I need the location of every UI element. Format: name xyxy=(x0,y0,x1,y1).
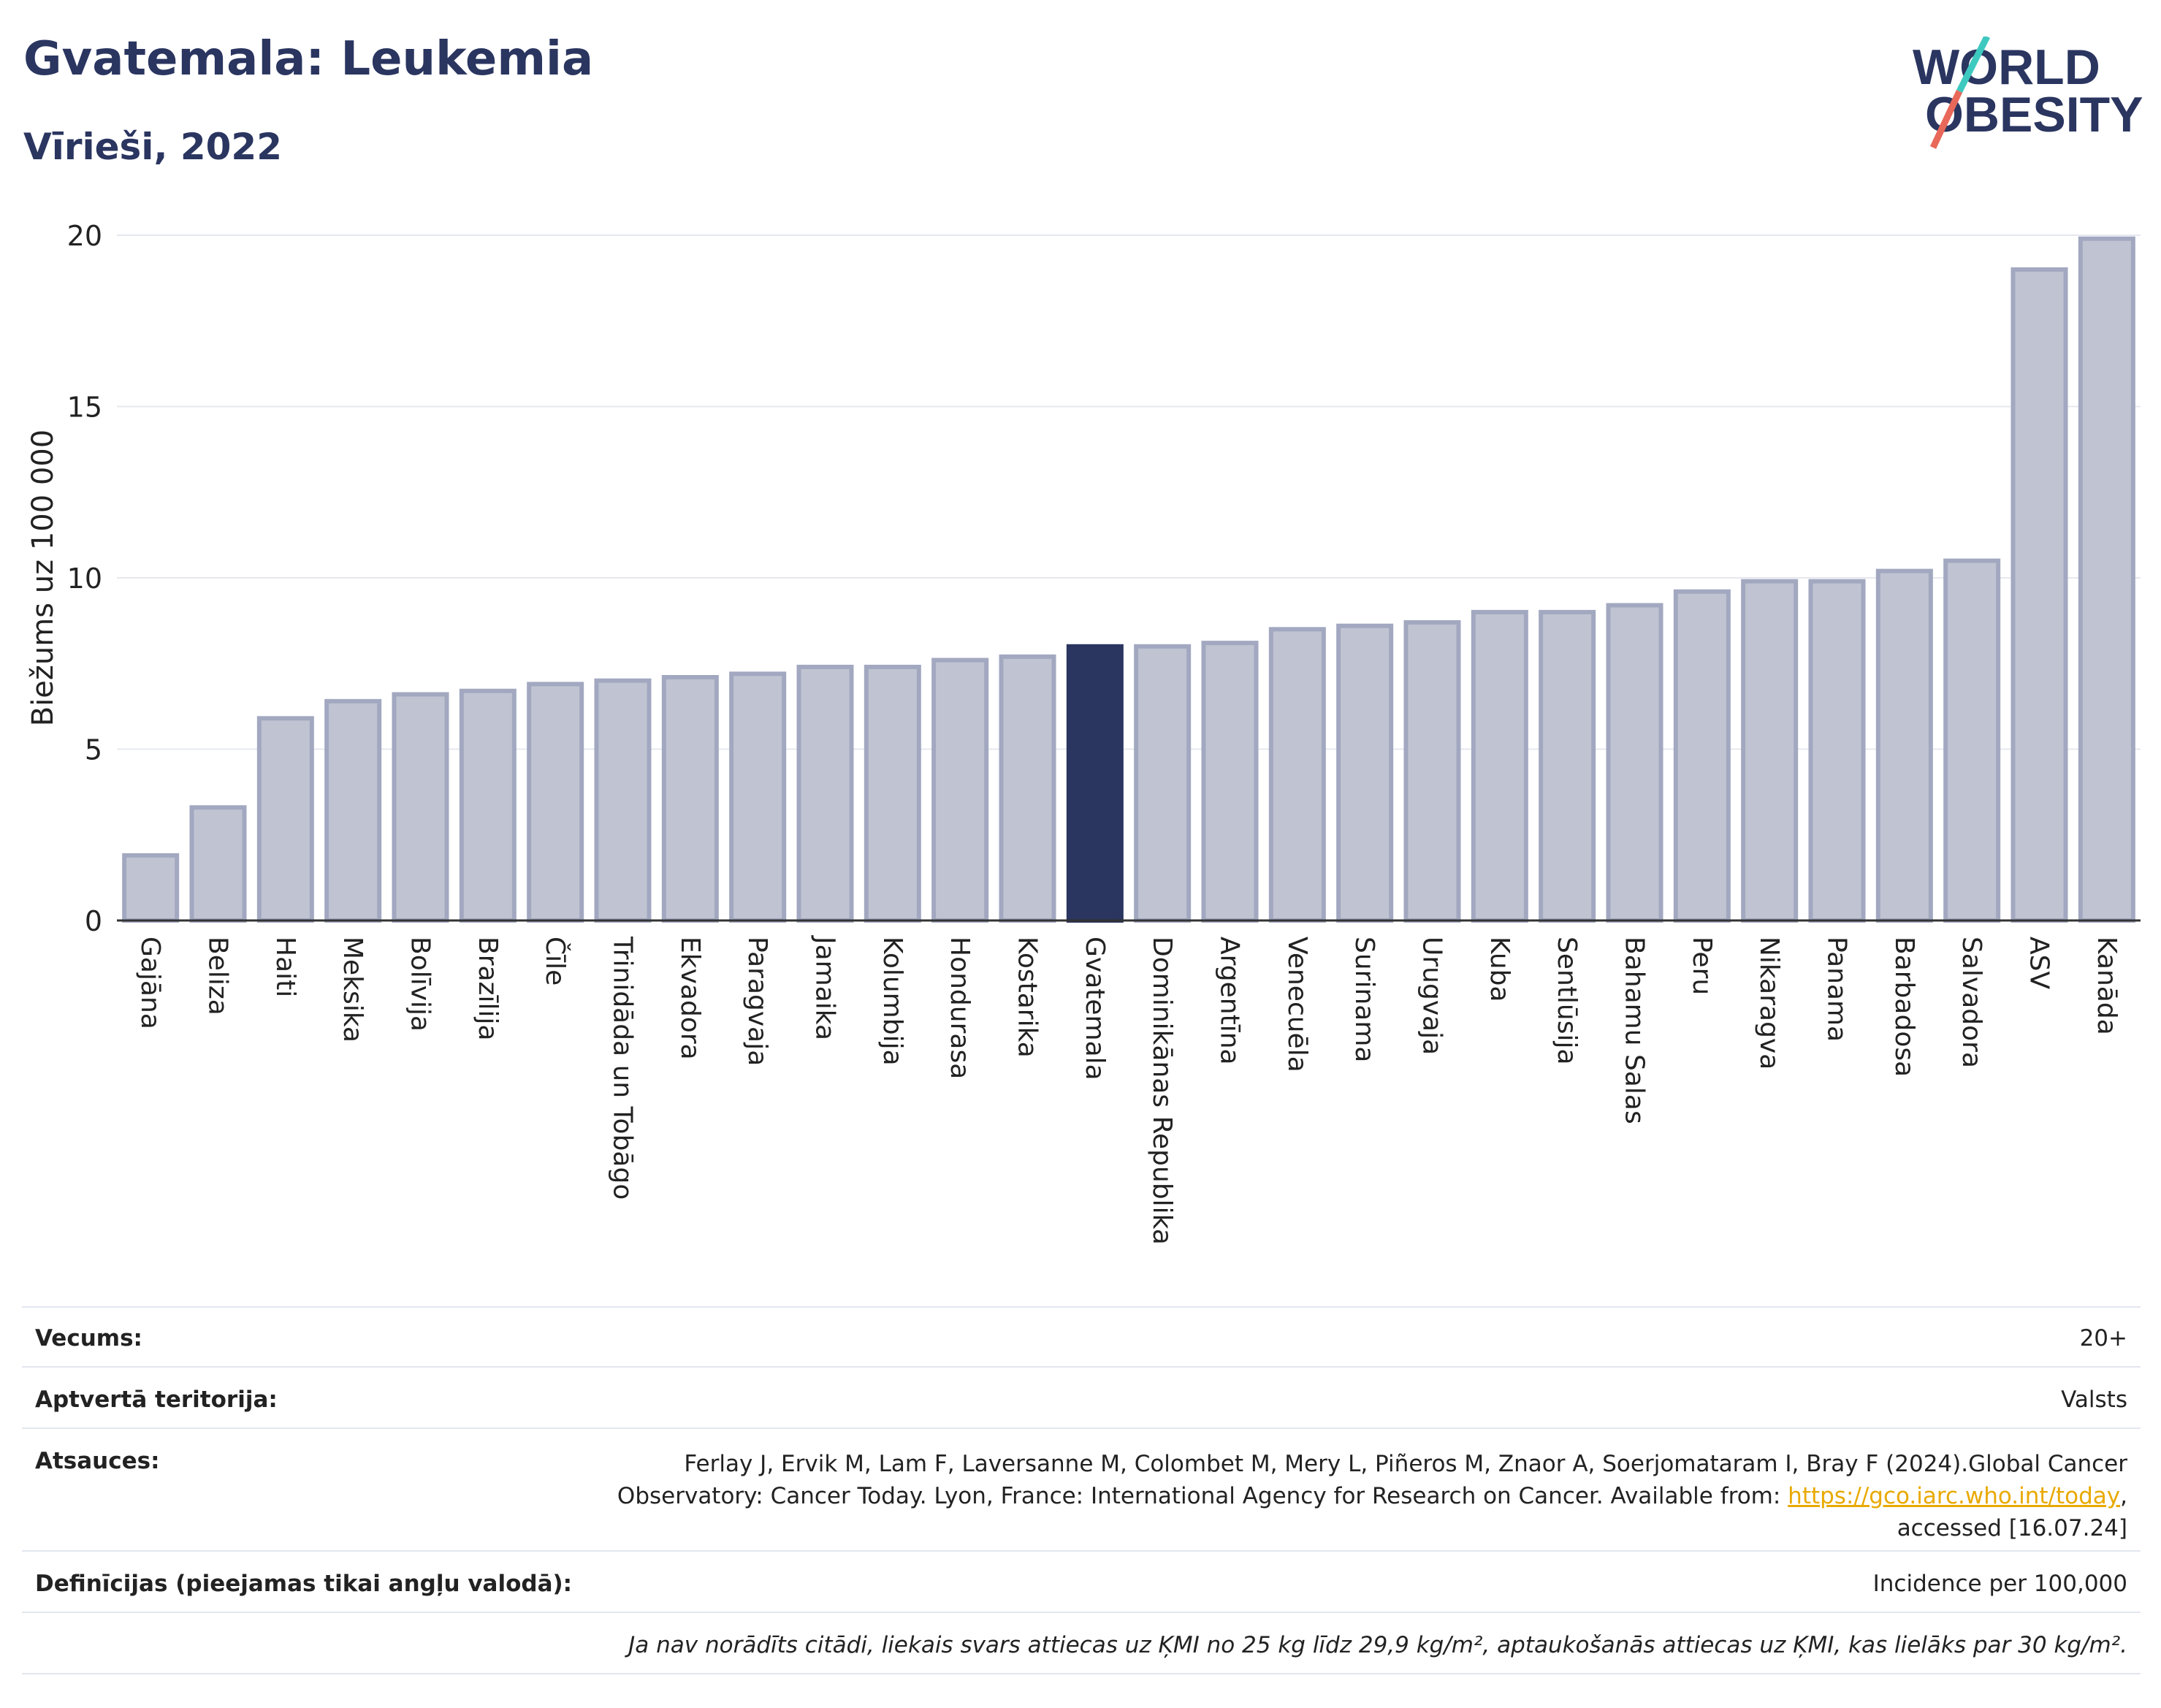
references-link[interactable]: https://gco.iarc.who.int/today xyxy=(1788,1483,2121,1509)
references-line-2-end: , xyxy=(2120,1483,2127,1509)
territory-label: Aptvertā teritorija: xyxy=(35,1387,278,1413)
references-line-2-text: Observatory: Cancer Today. Lyon, France:… xyxy=(617,1483,1788,1509)
age-value: 20+ xyxy=(2079,1325,2127,1351)
bar xyxy=(999,654,1056,923)
info-row-definitions: Definīcijas (pieejamas tikai angļu valod… xyxy=(22,1550,2141,1612)
y-tick-label: 15 xyxy=(67,392,102,424)
bar xyxy=(1134,644,1192,923)
definitions-label: Definīcijas (pieejamas tikai angļu valod… xyxy=(35,1571,573,1597)
x-tick-label: Beliza xyxy=(203,937,233,1015)
bar xyxy=(1066,644,1124,923)
references-label: Atsauces: xyxy=(35,1448,160,1474)
info-row-references: Atsauces: Ferlay J, Ervik M, Lam F, Lave… xyxy=(22,1427,2141,1550)
bar xyxy=(796,664,854,923)
x-tick-label: Hondurasa xyxy=(945,937,975,1079)
references-line-2: Observatory: Cancer Today. Lyon, France:… xyxy=(617,1480,2127,1512)
x-tick-label: Salvadora xyxy=(1956,937,1986,1068)
bar xyxy=(392,692,449,923)
bar xyxy=(661,675,719,923)
bar xyxy=(1673,589,1731,923)
bar xyxy=(1539,609,1596,923)
x-tick-label: Brazīlija xyxy=(473,937,503,1041)
page-subtitle: Vīrieši, 2022 xyxy=(23,126,283,168)
bar xyxy=(1403,619,1461,923)
bar xyxy=(1201,641,1259,923)
bar xyxy=(729,671,787,923)
world-obesity-logo: WORLD OBESITY xyxy=(1913,37,2143,149)
bar xyxy=(1741,579,1799,923)
x-tick-label: Dominikānas Republika xyxy=(1147,937,1177,1245)
x-tick-label: Gvatemala xyxy=(1080,937,1110,1080)
bar xyxy=(459,688,517,923)
bar xyxy=(324,698,382,923)
x-tick-label: Kanāda xyxy=(2092,937,2122,1035)
references-line-3: accessed [16.07.24] xyxy=(1897,1515,2127,1541)
x-tick-label: Jamaika xyxy=(810,935,840,1040)
x-tick-label: Ekvadora xyxy=(675,937,705,1060)
x-tick-label: Kostarika xyxy=(1013,937,1043,1058)
info-row-territory: Aptvertā teritorija: Valsts xyxy=(22,1366,2141,1427)
x-tick-label: Haiti xyxy=(270,937,300,997)
x-tick-label: Kolumbija xyxy=(877,937,907,1066)
bar xyxy=(864,664,921,923)
x-tick-label: Barbadosa xyxy=(1889,937,1919,1077)
logo-text-world: WORLD xyxy=(1913,39,2100,95)
bar xyxy=(1943,558,2001,923)
bar xyxy=(2078,236,2135,923)
x-tick-label: Argentīna xyxy=(1215,937,1245,1065)
x-tick-label: Trinidāda un Tobāgo xyxy=(608,936,638,1200)
bar xyxy=(1336,623,1394,923)
bar xyxy=(931,657,989,923)
bar-chart: 0 5 10 15 20 Biežums uz 100 000 Gajāna Beliza Ha… xyxy=(26,220,2141,1245)
logo-slash-bottom xyxy=(1929,90,1963,149)
logo-slash-top xyxy=(1956,37,1991,94)
bar xyxy=(1875,568,1933,923)
x-tick-label: Urugvaja xyxy=(1417,937,1447,1055)
x-tick-label: Bahamu Salas xyxy=(1620,937,1650,1124)
logo-text-obesity: OBESITY xyxy=(1925,87,2143,142)
bar xyxy=(594,678,652,923)
obesity-definition-note: Ja nav norādīts citādi, liekais svars at… xyxy=(628,1632,2127,1658)
x-tick-label: Venecuēla xyxy=(1282,937,1312,1072)
bar xyxy=(256,716,314,923)
definitions-value: Incidence per 100,000 xyxy=(1872,1571,2127,1597)
bar xyxy=(1808,579,1866,923)
bar xyxy=(122,853,180,923)
y-tick-label: 10 xyxy=(67,563,102,595)
info-row-note: Ja nav norādīts citādi, liekais svars at… xyxy=(22,1612,2141,1674)
x-tick-label: Gajāna xyxy=(135,937,165,1029)
x-tick-label: Peru xyxy=(1687,937,1717,995)
bar xyxy=(1268,627,1326,923)
bar xyxy=(1471,609,1528,923)
bar xyxy=(2011,267,2068,923)
bar xyxy=(189,805,247,923)
x-tick-label: Paragvaja xyxy=(742,937,772,1066)
y-tick-label: 20 xyxy=(67,220,102,252)
x-tick-label: ASV xyxy=(2024,937,2054,989)
x-tick-label: Meksika xyxy=(338,937,367,1042)
y-axis-label: Biežums uz 100 000 xyxy=(26,430,60,727)
bar xyxy=(1606,603,1663,923)
references-value: Ferlay J, Ervik M, Lam F, Laversanne M, … xyxy=(617,1448,2127,1544)
x-tick-label: Bolīvija xyxy=(405,937,435,1032)
bar xyxy=(527,682,584,923)
x-tick-label: Nikaragva xyxy=(1754,937,1784,1070)
y-tick-label: 5 xyxy=(85,734,102,766)
y-tick-label: 0 xyxy=(85,905,102,937)
info-table: Vecums: 20+ Aptvertā teritorija: Valsts … xyxy=(22,1306,2141,1674)
x-tick-label: Kuba xyxy=(1485,937,1514,1002)
references-line-1: Ferlay J, Ervik M, Lam F, Laversanne M, … xyxy=(684,1451,2127,1477)
x-tick-label: Čīle xyxy=(540,937,571,985)
x-tick-label: Surinama xyxy=(1349,937,1379,1062)
x-tick-label: Sentlūsija xyxy=(1552,937,1582,1065)
info-row-age: Vecums: 20+ xyxy=(22,1306,2141,1366)
page-title: Gvatemala: Leukemia xyxy=(23,32,594,86)
age-label: Vecums: xyxy=(35,1325,142,1351)
territory-value: Valsts xyxy=(2061,1387,2127,1413)
x-tick-label: Panama xyxy=(1822,937,1852,1042)
